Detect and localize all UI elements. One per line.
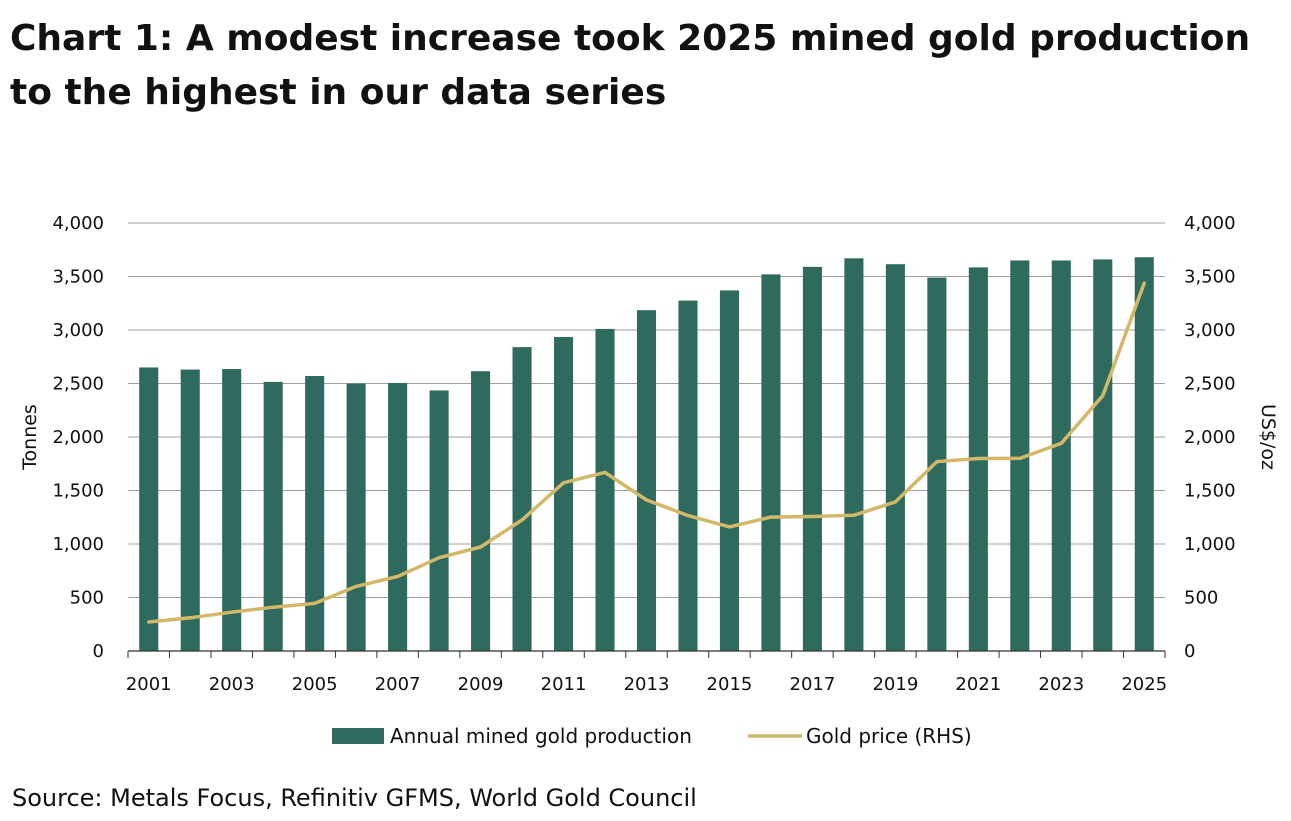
price-point (810, 514, 815, 519)
y-tick-label: 2,500 (52, 374, 104, 395)
price-point (727, 525, 732, 529)
x-tick-label: 2007 (375, 674, 421, 695)
price-point (686, 513, 690, 518)
bar (844, 258, 864, 651)
price-point (561, 481, 566, 485)
x-tick-label: 2009 (458, 674, 504, 695)
bar (719, 290, 740, 651)
x-tick-label: 2001 (126, 674, 172, 695)
bar (1010, 260, 1030, 651)
bar-series (139, 257, 1154, 651)
x-tick-label: 2013 (624, 674, 670, 695)
bar (761, 274, 781, 651)
y2-tick-label: 2,500 (1184, 374, 1236, 395)
x-axis (127, 650, 1166, 658)
bar (927, 277, 947, 651)
price-point (396, 574, 400, 579)
bar (263, 381, 283, 651)
y-tick-label: 1,500 (52, 481, 104, 502)
price-point (1142, 281, 1146, 285)
price-point (520, 518, 524, 522)
bar (678, 300, 698, 651)
bar (1134, 257, 1154, 651)
x-tick-label: 2005 (292, 674, 338, 695)
y-tick-label: 0 (93, 641, 104, 662)
x-tick-label: 2003 (209, 674, 255, 695)
bar (512, 347, 532, 651)
legend-swatch-bar (332, 728, 384, 744)
line-series (147, 281, 1146, 624)
y-axis-right: 0 500 1,000 1,500 2,000 2,500 3,000 3,500 4,000 (1184, 213, 1236, 662)
y2-tick-label: 1,000 (1184, 534, 1236, 555)
price-point (769, 515, 773, 519)
y2-tick-label: 1,500 (1184, 481, 1236, 502)
price-point (437, 556, 441, 560)
bar (222, 369, 242, 651)
y-tick-label: 2,000 (52, 427, 104, 448)
y-tick-label: 500 (70, 588, 104, 609)
x-tick-label: 2017 (790, 674, 836, 695)
bar (388, 382, 408, 651)
x-tick-label: 2019 (872, 674, 918, 695)
bar (636, 310, 657, 651)
x-axis-ticks: 2001 2003 2005 2007 2009 2011 2013 2015 2017 2019… (126, 674, 1167, 695)
price-point (478, 545, 483, 549)
legend-label-price: Gold price (RHS) (806, 724, 972, 748)
bar (802, 266, 822, 651)
y2-tick-label: 3,000 (1184, 320, 1236, 341)
x-tick-label: 2021 (955, 674, 1001, 695)
y-axis-label: Tonnes (19, 404, 41, 471)
x-tick-label: 2011 (541, 674, 587, 695)
y-tick-label: 3,500 (52, 267, 104, 288)
bar (1093, 259, 1113, 651)
price-point (271, 605, 275, 609)
price-point (188, 616, 192, 620)
bar (471, 371, 491, 651)
y2-tick-label: 4,000 (1184, 213, 1236, 234)
price-point (852, 513, 856, 517)
y-tick-label: 1,000 (52, 534, 104, 555)
bar (429, 390, 449, 651)
price-point (1059, 441, 1063, 445)
y2-tick-label: 0 (1184, 641, 1195, 662)
y2-tick-label: 2,000 (1184, 427, 1236, 448)
bar (139, 367, 159, 651)
bar (1051, 260, 1071, 651)
price-point (147, 620, 151, 624)
price-point (893, 500, 897, 504)
y-tick-label: 4,000 (52, 213, 104, 234)
y2-axis-label: US$/oz (1257, 404, 1279, 470)
price-point (976, 456, 980, 461)
price-point (935, 460, 939, 464)
x-tick-label: 2023 (1038, 674, 1084, 695)
bar (595, 328, 615, 651)
chart-title: Chart 1: A modest increase took 2025 min… (10, 18, 1251, 113)
y2-tick-label: 3,500 (1184, 267, 1236, 288)
price-point (230, 610, 234, 614)
price-point (1018, 456, 1022, 460)
x-tick-label: 2015 (707, 674, 753, 695)
source-note: Source: Metals Focus, Refinitiv GFMS, Wo… (12, 784, 697, 812)
bar (346, 383, 366, 651)
bar (305, 376, 325, 651)
y-tick-label: 3,000 (52, 320, 104, 341)
bar (885, 264, 905, 651)
price-point (313, 601, 317, 605)
price-point (603, 470, 607, 475)
bar (553, 336, 574, 651)
legend-label-production: Annual mined gold production (390, 724, 692, 748)
y-axis-left: 0 500 1,000 1,500 2,000 2,500 3,000 3,500 4,000 (52, 213, 104, 662)
price-point (1101, 394, 1105, 398)
price-point (354, 584, 358, 588)
bar (180, 369, 200, 651)
y2-tick-label: 500 (1184, 588, 1218, 609)
price-point (644, 498, 649, 502)
legend: Annual mined gold production Gold price … (332, 724, 972, 748)
x-tick-label: 2025 (1121, 674, 1167, 695)
